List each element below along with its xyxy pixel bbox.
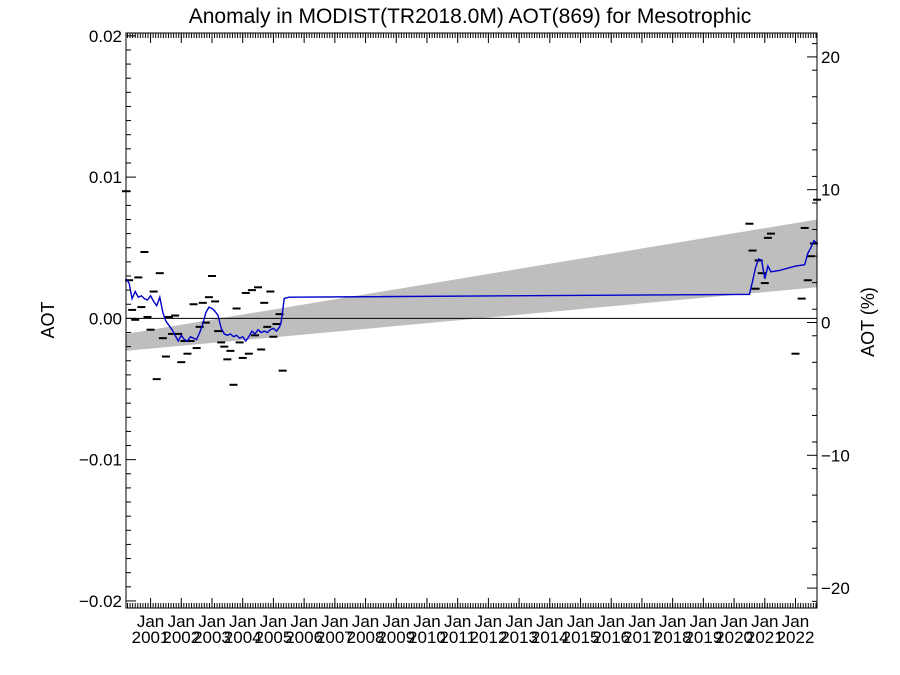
x-tick-label-year: 2015 xyxy=(562,628,600,647)
y-right-tick-label: 0 xyxy=(821,313,830,332)
x-tick-label-year: 2014 xyxy=(531,628,569,647)
y-axis-left-label: AOT xyxy=(38,301,58,338)
x-tick-label-month: Jan xyxy=(628,612,655,631)
x-tick-label-month: Jan xyxy=(352,612,379,631)
y-left-tick-label: −0.01 xyxy=(79,451,122,470)
x-tick-label-month: Jan xyxy=(659,612,686,631)
y-right-tick-label: −20 xyxy=(821,579,850,598)
x-tick-label-month: Jan xyxy=(536,612,563,631)
x-tick-label-month: Jan xyxy=(198,612,225,631)
x-tick-label-month: Jan xyxy=(444,612,471,631)
x-tick-label-month: Jan xyxy=(567,612,594,631)
y-axis-right-label: AOT (%) xyxy=(858,287,878,357)
x-tick-label-month: Jan xyxy=(229,612,256,631)
x-tick-label-year: 2022 xyxy=(777,628,815,647)
x-tick-label-month: Jan xyxy=(782,612,809,631)
x-tick-label-month: Jan xyxy=(321,612,348,631)
x-tick-label-year: 2003 xyxy=(193,628,231,647)
x-tick-label-year: 2018 xyxy=(654,628,692,647)
x-tick-label-year: 2008 xyxy=(347,628,385,647)
x-tick-label-year: 2001 xyxy=(132,628,170,647)
x-tick-label-year: 2020 xyxy=(715,628,753,647)
x-tick-label-month: Jan xyxy=(413,612,440,631)
x-tick-label-month: Jan xyxy=(290,612,317,631)
y-right-tick-label: 10 xyxy=(821,181,840,200)
x-tick-label-month: Jan xyxy=(505,612,532,631)
x-tick-label-month: Jan xyxy=(475,612,502,631)
plot-area xyxy=(122,190,821,386)
x-tick-label-year: 2006 xyxy=(285,628,323,647)
y-left-tick-label: −0.02 xyxy=(79,592,122,611)
y-right-tick-label: 20 xyxy=(821,48,840,67)
x-tick-label-year: 2004 xyxy=(224,628,262,647)
x-tick-label-year: 2013 xyxy=(500,628,538,647)
x-tick-label-month: Jan xyxy=(260,612,287,631)
x-tick-label-year: 2011 xyxy=(439,628,476,647)
x-tick-label-year: 2007 xyxy=(316,628,354,647)
y-left-tick-label: 0.00 xyxy=(89,309,122,328)
axes-layer: −0.02−0.010.000.010.02−20−1001020Jan2001… xyxy=(79,27,850,647)
smoothed-series-layer xyxy=(125,239,818,343)
x-tick-label-month: Jan xyxy=(720,612,747,631)
x-tick-label-month: Jan xyxy=(751,612,778,631)
x-tick-label-year: 2002 xyxy=(162,628,200,647)
x-tick-label-year: 2012 xyxy=(469,628,507,647)
x-tick-label-month: Jan xyxy=(383,612,410,631)
x-tick-label-month: Jan xyxy=(137,612,164,631)
y-left-tick-label: 0.01 xyxy=(89,168,122,187)
x-tick-label-year: 2017 xyxy=(623,628,661,647)
x-tick-label-year: 2005 xyxy=(254,628,292,647)
y-left-tick-label: 0.02 xyxy=(89,27,122,46)
chart-title: Anomaly in MODIST(TR2018.0M) AOT(869) fo… xyxy=(189,5,752,28)
plot-frame xyxy=(125,32,818,609)
x-tick-label-year: 2021 xyxy=(746,628,784,647)
x-tick-label-month: Jan xyxy=(598,612,625,631)
smoothed-series-line xyxy=(125,239,818,343)
monthly-points-layer xyxy=(122,190,821,386)
y-right-tick-label: −10 xyxy=(821,446,850,465)
x-tick-label-year: 2019 xyxy=(684,628,722,647)
x-tick-label-month: Jan xyxy=(690,612,717,631)
x-tick-label-month: Jan xyxy=(168,612,195,631)
x-tick-label-year: 2016 xyxy=(592,628,630,647)
x-tick-label-year: 2010 xyxy=(408,628,446,647)
x-tick-label-year: 2009 xyxy=(377,628,415,647)
